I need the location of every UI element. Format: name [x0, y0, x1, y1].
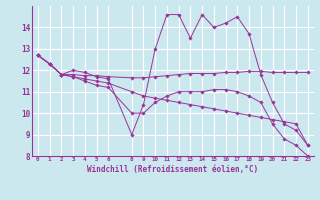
X-axis label: Windchill (Refroidissement éolien,°C): Windchill (Refroidissement éolien,°C): [87, 165, 258, 174]
